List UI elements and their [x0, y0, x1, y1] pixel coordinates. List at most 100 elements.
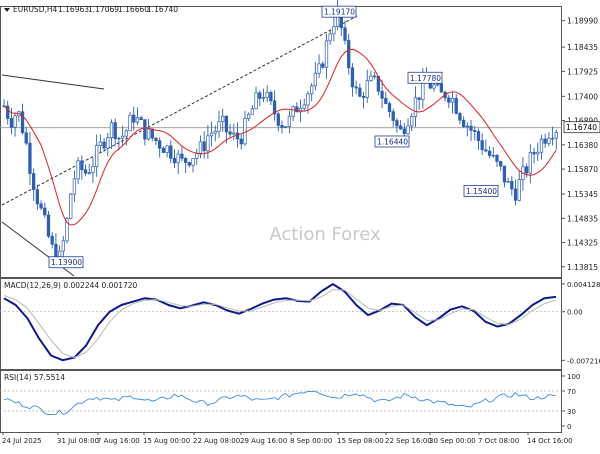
price-axis-label: 1.17400: [567, 92, 598, 101]
candle-body: [213, 130, 217, 134]
candle-body: [395, 120, 399, 127]
candle-body: [206, 135, 210, 152]
candle-body: [24, 132, 28, 144]
x-axis-label: 30 Sep 00:00: [429, 437, 476, 445]
candle-body: [373, 75, 377, 78]
candle-body: [358, 87, 362, 97]
rsi-axis-label: 100: [567, 373, 580, 381]
candle-body: [298, 107, 303, 113]
candle-body: [324, 40, 329, 68]
candle-body: [69, 193, 73, 220]
candle-body: [235, 132, 240, 140]
macd-axis-label: 0.00: [567, 309, 583, 317]
candle-body: [254, 92, 258, 110]
macd-axis-label: -0.007216: [567, 357, 600, 365]
candle-body: [221, 115, 225, 122]
trendline-dashed-channel: [1, 15, 358, 206]
candle-body: [72, 178, 77, 195]
rsi-axis-label: 70: [567, 388, 576, 396]
candle-body: [217, 121, 221, 132]
candle-body: [20, 111, 25, 134]
candle-body: [95, 145, 99, 167]
candle-body: [165, 145, 169, 153]
candle-body: [398, 125, 403, 130]
candle-body: [239, 138, 243, 145]
price-axis-label: 1.16890: [567, 117, 598, 126]
candle-body: [528, 152, 532, 174]
rsi-line: [3, 390, 557, 416]
moving-average-line: [3, 48, 557, 226]
price-label-text: 1.17780: [410, 74, 441, 83]
candle-body: [98, 141, 103, 146]
candle-body: [172, 157, 177, 164]
x-axis-label: 15 Aug 00:00: [143, 437, 190, 445]
candle-body: [306, 93, 310, 106]
candle-body: [413, 97, 418, 117]
candle-body: [465, 125, 469, 128]
candle-body: [495, 154, 499, 162]
candle-body: [491, 154, 495, 157]
candle-body: [469, 125, 473, 131]
rsi-title: RSI(14) 57.5514: [4, 373, 65, 382]
candle-body: [102, 141, 106, 149]
header-symbol: EURUSD,H4: [13, 5, 57, 14]
x-axis-label: 8 Sep 00:00: [290, 437, 332, 445]
price-label-box: [48, 256, 84, 269]
candle-body: [450, 98, 455, 103]
watermark: Action Forex: [269, 224, 381, 245]
candle-body: [91, 166, 95, 173]
candle-body: [232, 132, 236, 135]
macd-panel-frame: [0, 278, 562, 370]
candle-body: [50, 235, 54, 245]
candle-body: [391, 111, 395, 121]
candle-body: [76, 160, 80, 180]
candle-body: [187, 162, 191, 166]
x-axis-label: 31 Jul 08:00: [57, 437, 99, 445]
candle-body: [272, 100, 277, 115]
candle-body: [180, 153, 184, 159]
macd-axis-label: 0.004128: [567, 281, 600, 289]
candle-body: [410, 116, 414, 127]
candle-body: [310, 85, 314, 95]
x-axis-label: 29 Aug 16:00: [240, 437, 287, 445]
candle-body: [554, 132, 558, 139]
candle-body: [161, 147, 166, 153]
candle-body: [250, 108, 254, 115]
price-axis-label: 1.13815: [567, 263, 598, 272]
candle-body: [65, 218, 69, 242]
candle-body: [9, 118, 14, 128]
rsi-panel-frame: [0, 370, 562, 433]
candle-body: [317, 63, 321, 74]
x-axis-label: 14 Oct 16:00: [527, 437, 573, 445]
candle-body: [517, 179, 521, 201]
candle-body: [265, 91, 269, 98]
candle-body: [484, 149, 488, 152]
candle-body: [473, 129, 477, 132]
price-label-1-19170: 1.19170: [321, 5, 357, 18]
candle-body: [83, 169, 88, 174]
x-axis-label: 22 Sep 16:00: [385, 437, 432, 445]
candle-body: [506, 181, 510, 183]
price-axis-label: 1.15345: [567, 190, 598, 199]
candle-body: [195, 152, 199, 159]
price-label-box: [321, 5, 357, 18]
candle-body: [354, 86, 358, 89]
candle-body: [380, 90, 384, 99]
candle-body: [169, 145, 173, 159]
price-label-text: 1.16440: [377, 137, 408, 146]
candle-body: [243, 118, 247, 145]
candle-body: [347, 40, 351, 69]
candle-body: [80, 160, 84, 171]
candle-body: [313, 72, 318, 87]
candle-body: [139, 117, 143, 121]
candle-body: [365, 80, 369, 98]
candle-body: [35, 189, 40, 205]
candle-body: [276, 113, 280, 126]
candle-body: [343, 27, 347, 41]
header-low: 1.16660: [118, 5, 149, 14]
candle-body: [287, 115, 292, 127]
candle-body: [154, 137, 158, 142]
candle-body: [387, 103, 392, 113]
